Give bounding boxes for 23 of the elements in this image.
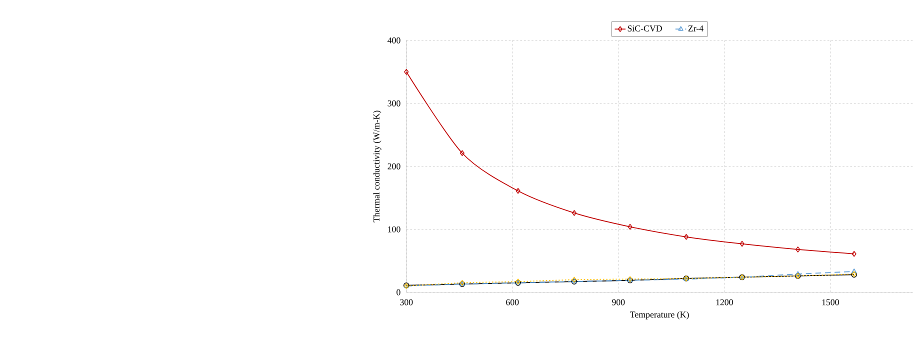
legend-label: Zr-4 <box>688 25 704 32</box>
x-tick-label: 300 <box>400 299 413 306</box>
point <box>628 224 632 230</box>
x-axis-title: Temperature (K) <box>630 311 689 320</box>
y-tick-label: 200 <box>388 163 400 170</box>
point <box>516 188 520 194</box>
point <box>852 268 857 274</box>
point <box>795 271 800 276</box>
x-tick-label: 900 <box>612 299 625 306</box>
point <box>740 240 744 247</box>
x-tick-label: 600 <box>506 299 519 306</box>
y-tick-label: 100 <box>388 226 400 232</box>
y-tick-label: 300 <box>388 100 400 106</box>
y-axis-title: Thermal conductivity (W/m-K) <box>373 110 382 222</box>
point <box>460 150 464 156</box>
y-tick-label: 400 <box>388 37 400 44</box>
x-tick-label: 1200 <box>716 299 733 306</box>
y-tick-label: 0 <box>396 289 400 296</box>
point <box>572 210 577 216</box>
x-tick-label: 1500 <box>822 299 839 306</box>
point <box>796 246 800 252</box>
point <box>684 234 689 240</box>
legend-label: SiC-CVD <box>628 25 662 32</box>
